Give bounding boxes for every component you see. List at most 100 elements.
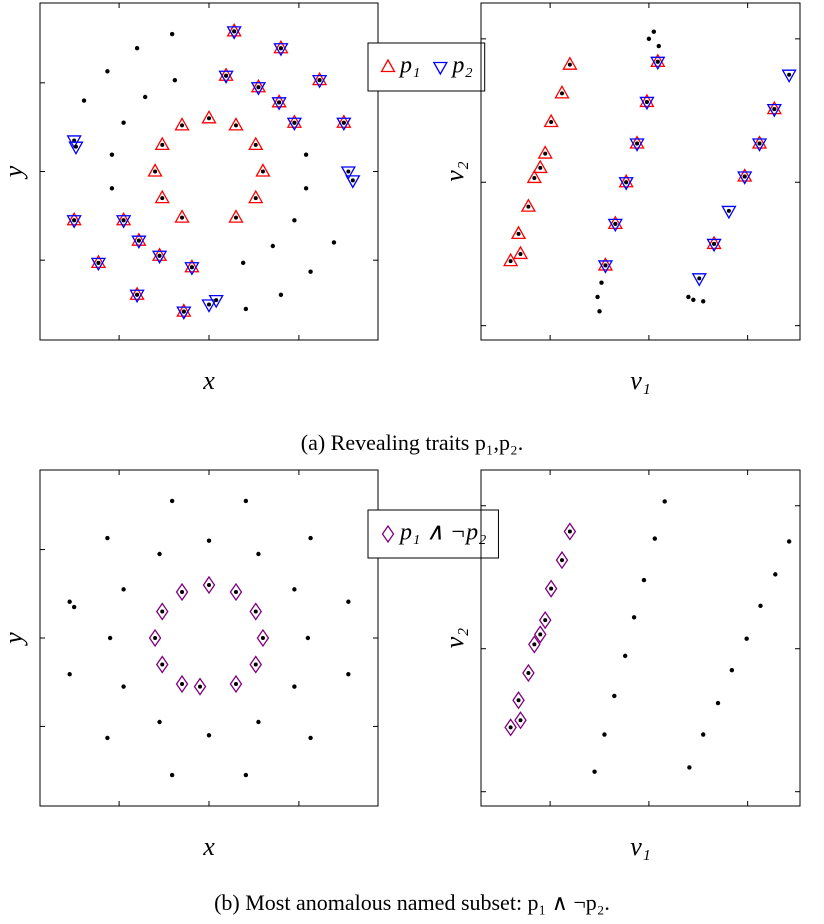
marked-point [248, 136, 264, 151]
marked-point [538, 610, 552, 630]
marker-dot [253, 196, 258, 201]
marked-point [336, 117, 352, 132]
marked-point [532, 159, 548, 174]
marker-shape [90, 254, 107, 268]
marker-dot [644, 99, 649, 104]
marked-point [544, 579, 558, 598]
marker-dot [549, 120, 554, 125]
marker-dot [543, 618, 548, 623]
marker-dot [308, 535, 313, 541]
data-point [121, 120, 126, 125]
marker-dot [317, 78, 322, 83]
marker-shape [751, 135, 768, 149]
data-point [292, 684, 297, 689]
marker-dot [278, 46, 283, 51]
marker-dot [105, 735, 110, 741]
data-point [278, 292, 284, 297]
marker-shape [202, 575, 216, 595]
marked-point [218, 70, 234, 85]
data-point [595, 294, 600, 300]
marker-shape [151, 247, 168, 261]
marker-dot [181, 309, 186, 314]
marker-shape [271, 94, 287, 108]
marker-dot [207, 582, 211, 587]
data-point [701, 299, 706, 304]
marker-dot [292, 587, 297, 592]
data-point [256, 719, 261, 725]
legend-label: p₁ ∧ ¬p₂ [398, 520, 486, 546]
marker-dot [172, 77, 178, 83]
marked-point [512, 245, 529, 260]
marker-dot [543, 151, 548, 156]
marker-shape [380, 58, 396, 73]
marker-shape [639, 93, 655, 108]
marker-dot [518, 251, 523, 256]
marker-dot [729, 667, 735, 673]
marker-shape [229, 582, 243, 602]
marker-shape [148, 628, 162, 648]
data-point [240, 260, 246, 266]
marked-point [737, 171, 753, 185]
marker-dot [538, 632, 543, 637]
marker-dot [635, 141, 640, 146]
marker-dot [701, 732, 706, 737]
legend-box [367, 509, 499, 559]
data-point [256, 551, 261, 557]
marker-shape [520, 198, 537, 212]
marked-point [174, 209, 190, 223]
marker-dot [597, 309, 602, 314]
marker-dot [256, 551, 261, 557]
marker-shape [255, 163, 271, 177]
marker-shape [218, 70, 234, 85]
marker-dot [233, 215, 238, 220]
marker-dot [651, 29, 657, 34]
data-point [169, 772, 175, 778]
marker-dot [136, 238, 141, 243]
marker-shape [629, 135, 645, 149]
marker-dot [686, 294, 691, 300]
marker-dot [726, 208, 731, 213]
marked-point [147, 163, 163, 177]
marker-shape [115, 211, 132, 226]
data-point [686, 294, 691, 300]
marker-dot [72, 218, 77, 223]
marked-point [504, 718, 517, 737]
marker-dot [198, 684, 203, 689]
marker-dot [595, 294, 600, 300]
marker-dot [613, 221, 618, 226]
marker-shape [510, 225, 527, 240]
marker-dot [567, 62, 572, 67]
marker-dot [206, 538, 212, 543]
marker-shape [311, 71, 328, 86]
marker-dot [134, 46, 140, 51]
marker-dot [71, 604, 77, 610]
marker-shape [737, 168, 753, 182]
plot-frame [480, 469, 801, 807]
data-point [109, 186, 115, 191]
marker-dot [67, 672, 72, 677]
data-point [656, 43, 661, 49]
marker-dot [656, 43, 661, 49]
marker-dot [518, 718, 523, 723]
marker-dot [233, 590, 238, 595]
marker-dot [567, 529, 572, 534]
marker-shape [597, 257, 614, 271]
marked-point [345, 175, 361, 189]
data-point [169, 498, 175, 504]
data-point [715, 700, 721, 706]
data-point [157, 719, 162, 725]
marker-dot [641, 577, 647, 583]
marker-dot [233, 123, 238, 128]
data-point [67, 599, 72, 604]
marker-shape [184, 258, 200, 273]
marker-shape [751, 138, 768, 152]
data-point [292, 218, 297, 223]
marked-point [151, 250, 168, 265]
marked-point [68, 141, 84, 155]
plot-panel: xy [0, 469, 379, 861]
marker-dot [331, 240, 337, 245]
data-point [206, 733, 212, 738]
y-axis-label: y [0, 165, 28, 180]
legend: p₁ ∧ ¬p₂ [367, 509, 499, 559]
marker-dot [96, 260, 101, 265]
